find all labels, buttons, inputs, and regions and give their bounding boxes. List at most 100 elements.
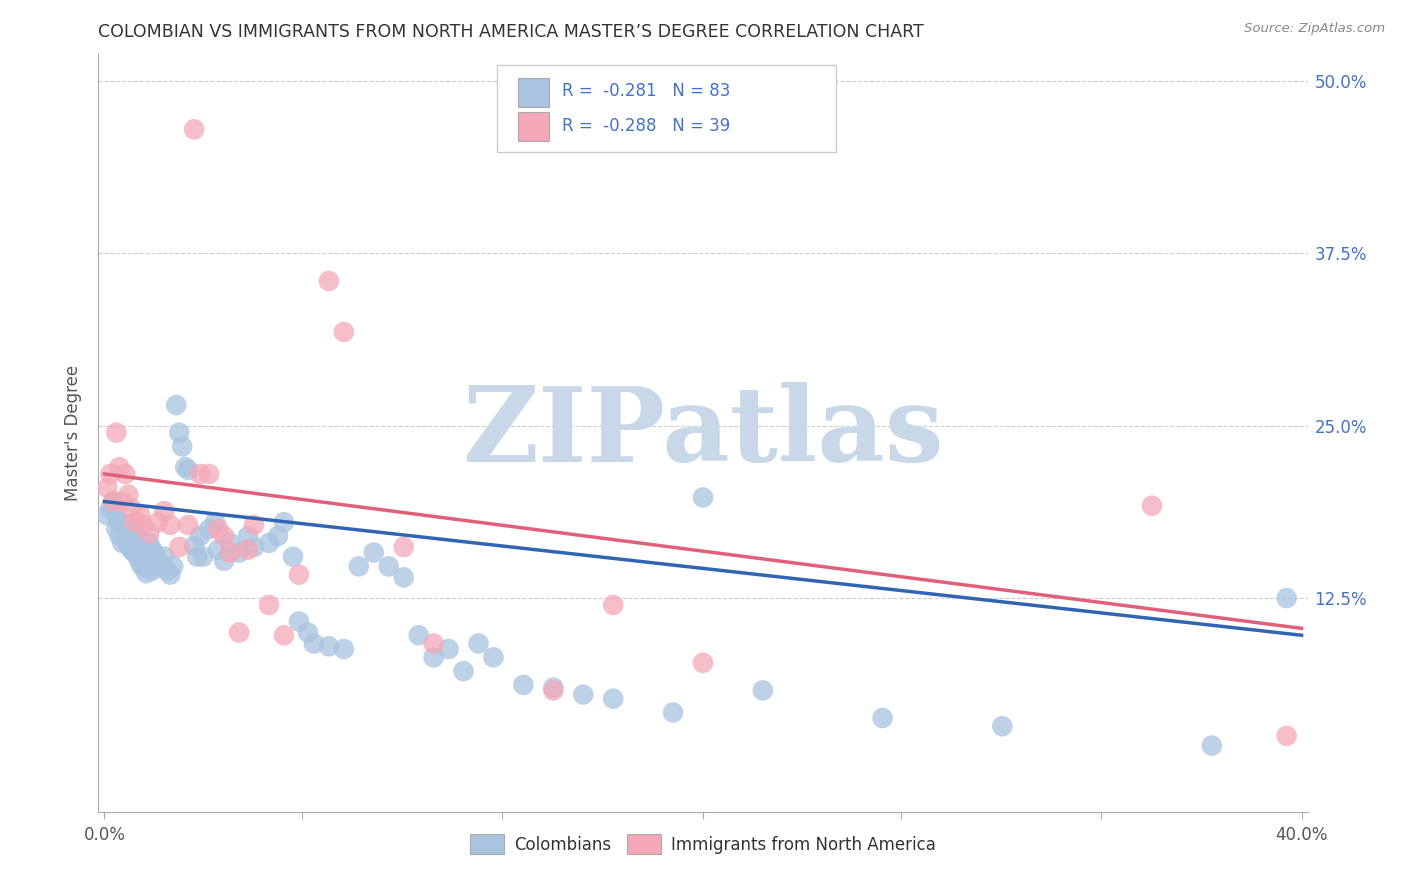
Point (135, 549, 157, 564)
Point (183, 122, 205, 136)
Point (467, 636, 489, 650)
Point (167, 425, 190, 440)
Text: COLOMBIAN VS IMMIGRANTS FROM NORTH AMERICA MASTER’S DEGREE CORRELATION CHART: COLOMBIAN VS IMMIGRANTS FROM NORTH AMERI… (98, 23, 924, 41)
Point (108, 460, 131, 475)
Point (991, 719, 1014, 733)
FancyBboxPatch shape (498, 65, 837, 153)
Point (1201, 739, 1223, 753)
Point (273, 515, 295, 529)
Point (662, 706, 685, 720)
Point (333, 642, 356, 657)
Point (219, 536, 242, 550)
Text: ZIPatlas: ZIPatlas (463, 382, 943, 483)
Point (129, 540, 152, 554)
Point (103, 494, 125, 508)
Point (257, 598, 280, 612)
Point (186, 549, 208, 564)
Point (392, 570, 415, 584)
Point (148, 554, 170, 568)
Point (288, 567, 311, 582)
Point (159, 518, 181, 533)
Legend: Colombians, Immigrants from North America: Colombians, Immigrants from North Americ… (464, 828, 942, 860)
Point (129, 557, 152, 571)
Point (103, 494, 125, 508)
Point (153, 504, 176, 518)
Point (236, 542, 259, 557)
Text: R =  -0.281   N = 83: R = -0.281 N = 83 (561, 82, 730, 101)
Point (273, 628, 295, 642)
Point (174, 460, 197, 475)
Point (96, 481, 118, 495)
Point (198, 522, 221, 536)
Point (124, 515, 146, 529)
Point (602, 691, 624, 706)
Point (1140, 499, 1163, 513)
Point (114, 467, 136, 481)
Point (96, 508, 118, 523)
Point (135, 566, 157, 581)
Point (162, 559, 184, 574)
Point (193, 549, 215, 564)
Point (156, 564, 179, 578)
Point (138, 536, 160, 550)
Point (111, 518, 134, 533)
Y-axis label: Master's Degree: Master's Degree (65, 365, 83, 500)
Point (153, 549, 176, 564)
Point (138, 557, 160, 571)
Point (129, 508, 152, 523)
Point (257, 536, 280, 550)
Point (228, 545, 250, 559)
Point (422, 650, 444, 665)
Point (111, 494, 134, 508)
Point (363, 545, 385, 559)
Point (347, 559, 370, 574)
Point (114, 532, 136, 546)
Bar (517, 78, 550, 107)
Point (318, 640, 340, 654)
Point (392, 540, 415, 554)
Point (437, 642, 460, 657)
Point (105, 508, 128, 523)
Point (872, 711, 894, 725)
Point (297, 625, 319, 640)
Point (212, 554, 235, 568)
Point (318, 274, 340, 288)
Point (117, 488, 139, 502)
Point (204, 515, 226, 529)
Point (408, 628, 430, 642)
Point (132, 545, 155, 559)
Point (198, 467, 221, 481)
Point (752, 683, 775, 698)
Point (692, 491, 714, 505)
Point (188, 467, 211, 481)
Point (148, 515, 170, 529)
Point (1275, 729, 1298, 743)
Point (453, 664, 475, 678)
Point (138, 526, 160, 541)
Point (127, 532, 149, 546)
Point (188, 529, 211, 543)
Point (165, 398, 187, 412)
Point (124, 522, 146, 536)
Point (100, 467, 122, 481)
Point (482, 650, 505, 665)
Point (236, 529, 259, 543)
Point (100, 501, 122, 516)
Point (108, 529, 131, 543)
Point (543, 683, 565, 698)
Point (177, 463, 200, 477)
Point (132, 560, 155, 574)
Point (120, 501, 142, 516)
Point (219, 545, 242, 559)
Point (120, 529, 142, 543)
Point (243, 518, 266, 533)
Point (108, 515, 131, 529)
Point (172, 439, 194, 453)
Point (105, 522, 128, 536)
Bar (517, 112, 550, 141)
Point (1275, 591, 1298, 605)
Point (212, 529, 235, 543)
Point (422, 636, 444, 650)
Point (543, 681, 565, 695)
Point (159, 567, 181, 582)
